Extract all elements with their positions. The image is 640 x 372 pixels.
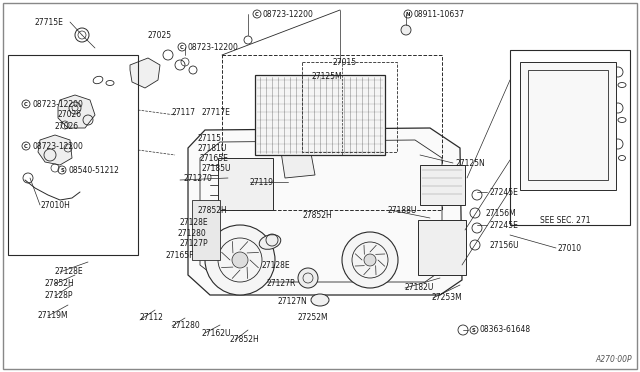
Text: 08540-51212: 08540-51212 [68, 166, 119, 174]
Bar [420, 165, 465, 205]
Text: 08363-61648: 08363-61648 [480, 326, 531, 334]
Text: 27128E: 27128E [262, 260, 291, 269]
Text: 27162U: 27162U [202, 328, 232, 337]
Text: 27182U: 27182U [405, 283, 435, 292]
Text: C: C [255, 12, 259, 16]
Polygon shape [130, 58, 160, 88]
Text: 27252M: 27252M [298, 314, 328, 323]
Bar [222, 55, 442, 210]
Text: 27156U: 27156U [490, 241, 520, 250]
Text: 27025: 27025 [148, 31, 172, 39]
Text: 27185U: 27185U [202, 164, 232, 173]
Bar [218, 158, 273, 210]
Text: 27010H: 27010H [40, 201, 70, 209]
Circle shape [298, 268, 318, 288]
Text: 27181U: 27181U [197, 144, 227, 153]
Text: 27852H: 27852H [303, 211, 333, 219]
Bar [528, 70, 608, 180]
Text: 27245E: 27245E [490, 187, 519, 196]
Text: 27127P: 27127P [180, 238, 209, 247]
Text: C: C [24, 144, 28, 148]
Text: 08723-12200: 08723-12200 [188, 42, 239, 51]
Polygon shape [280, 145, 315, 178]
Text: 27128E: 27128E [54, 267, 83, 276]
Text: 271270: 271270 [183, 173, 212, 183]
Text: N: N [406, 12, 410, 16]
Bar [255, 75, 385, 155]
Circle shape [205, 225, 275, 295]
Circle shape [364, 254, 376, 266]
Text: 27112: 27112 [140, 314, 164, 323]
Text: 27852H: 27852H [230, 336, 260, 344]
Bar [8, 55, 138, 255]
Text: S: S [60, 167, 64, 173]
Text: 27127R: 27127R [267, 279, 296, 288]
Text: 27115: 27115 [197, 134, 221, 142]
Bar [520, 62, 616, 190]
Text: 27010: 27010 [558, 244, 582, 253]
Text: 27165F: 27165F [165, 250, 193, 260]
Ellipse shape [259, 235, 281, 249]
Text: C: C [24, 102, 28, 106]
Text: 27125M: 27125M [312, 71, 342, 80]
Text: 08723-12200: 08723-12200 [32, 141, 83, 151]
Text: 27015: 27015 [333, 58, 357, 67]
Text: A270·00P: A270·00P [595, 355, 632, 364]
Text: 27188U: 27188U [388, 205, 417, 215]
Text: 27119M: 27119M [37, 311, 68, 321]
Polygon shape [532, 74, 604, 176]
Circle shape [232, 252, 248, 268]
Bar [192, 200, 220, 260]
Bar [510, 50, 630, 225]
Text: 08723-12200: 08723-12200 [32, 99, 83, 109]
Polygon shape [38, 135, 72, 165]
Text: 27117: 27117 [172, 108, 196, 116]
Text: 27165E: 27165E [199, 154, 228, 163]
Text: 27128E: 27128E [180, 218, 209, 227]
Polygon shape [58, 95, 95, 128]
Text: 27715E: 27715E [34, 17, 63, 26]
Text: 27026: 27026 [54, 122, 78, 131]
Text: 27156M: 27156M [486, 208, 516, 218]
Text: C: C [180, 45, 184, 49]
Text: 08723-12200: 08723-12200 [263, 10, 314, 19]
Text: S: S [472, 327, 476, 333]
Text: 27127N: 27127N [278, 298, 308, 307]
Text: 27852H: 27852H [44, 279, 74, 289]
Circle shape [342, 232, 398, 288]
Text: 271280: 271280 [177, 228, 205, 237]
Text: 27852H: 27852H [198, 205, 228, 215]
Bar [418, 220, 466, 275]
Text: 27245E: 27245E [490, 221, 519, 230]
Text: 27119: 27119 [250, 177, 274, 186]
Text: 27128P: 27128P [44, 292, 72, 301]
Bar [302, 62, 397, 152]
Text: 271280: 271280 [172, 321, 201, 330]
Text: 27026: 27026 [57, 109, 81, 119]
Text: SEE SEC. 271: SEE SEC. 271 [540, 215, 591, 224]
Text: 27125N: 27125N [456, 158, 486, 167]
Text: 27717E: 27717E [202, 108, 231, 116]
Circle shape [401, 25, 411, 35]
Text: 27253M: 27253M [432, 294, 463, 302]
Polygon shape [188, 128, 462, 295]
Text: 08911-10637: 08911-10637 [414, 10, 465, 19]
Ellipse shape [311, 294, 329, 306]
